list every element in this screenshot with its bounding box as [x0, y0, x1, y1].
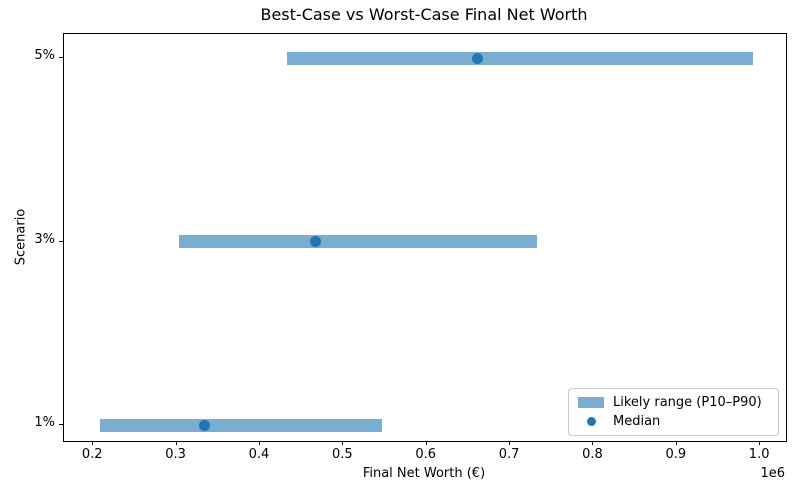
x-tick-label: 0.5 — [331, 447, 353, 462]
plot-area — [63, 33, 787, 442]
y-tick-mark — [59, 57, 63, 59]
x-tick-label: 0.9 — [665, 447, 687, 462]
range-bar — [179, 235, 537, 249]
x-tick-mark — [509, 441, 511, 445]
x-tick-label: 0.7 — [498, 447, 520, 462]
x-tick-label: 0.2 — [81, 447, 103, 462]
y-tick-label: 1% — [34, 415, 55, 430]
y-tick-mark — [59, 240, 63, 242]
x-tick-mark — [425, 441, 427, 445]
median-marker-handle — [578, 417, 604, 426]
x-tick-mark — [92, 441, 94, 445]
median-dot — [310, 236, 322, 248]
x-tick-mark — [175, 441, 177, 445]
x-tick-label: 0.3 — [165, 447, 186, 462]
y-tick-label: 3% — [34, 231, 55, 247]
range-swatch-icon — [578, 397, 604, 408]
x-tick-label: 0.6 — [415, 447, 436, 462]
legend: Likely range (P10–P90) Median — [568, 388, 779, 436]
legend-label-range: Likely range (P10–P90) — [613, 394, 762, 410]
x-tick-label: 1.0 — [748, 447, 770, 462]
x-tick-mark — [258, 441, 260, 445]
x-tick-label: 0.8 — [582, 447, 603, 462]
x-tick-mark — [342, 441, 344, 445]
x-tick-label: 0.4 — [248, 447, 270, 462]
x-axis-offset-label: 1e6 — [760, 466, 785, 481]
x-tick-mark — [592, 441, 594, 445]
legend-label-median: Median — [613, 413, 661, 429]
range-bar — [287, 51, 754, 65]
y-tick-label: 5% — [34, 48, 55, 64]
y-tick-mark — [59, 424, 63, 425]
median-dot — [198, 419, 210, 431]
median-dot — [472, 52, 484, 64]
x-tick-mark — [759, 441, 761, 445]
legend-item-median: Median — [578, 413, 770, 431]
range-swatch-handle — [578, 397, 604, 408]
chart-title: Best-Case vs Worst-Case Final Net Worth — [260, 5, 588, 24]
x-tick-mark — [675, 441, 677, 445]
x-axis-label: Final Net Worth (€) — [362, 466, 486, 481]
legend-item-range: Likely range (P10–P90) — [578, 394, 770, 412]
range-bar — [99, 418, 383, 432]
median-marker-icon — [586, 417, 596, 426]
